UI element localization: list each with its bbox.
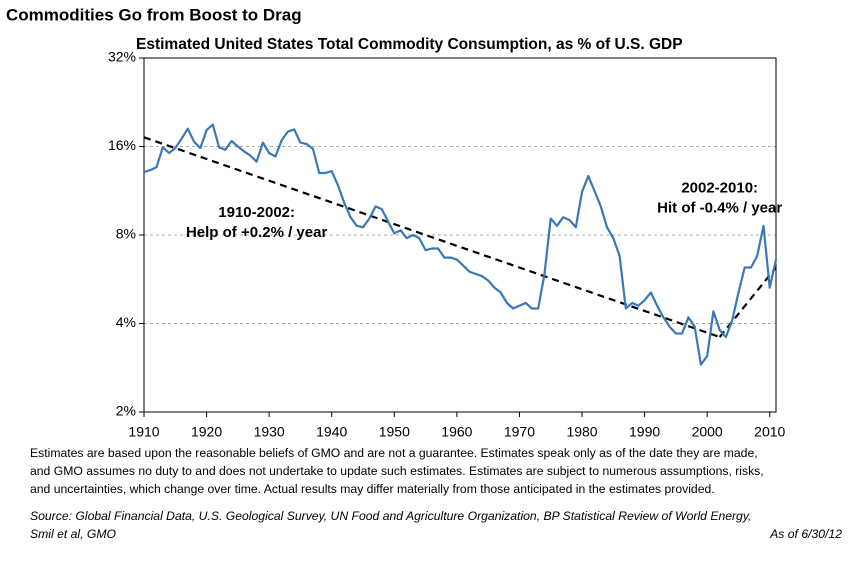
annotation: Hit of -0.4% / year — [657, 200, 782, 217]
y-tick-label: 4% — [116, 314, 136, 330]
x-tick-label: 1970 — [504, 424, 535, 440]
disclaimer: Estimates are based upon the reasonable … — [30, 446, 758, 460]
source: Source: Global Financial Data, U.S. Geol… — [30, 509, 751, 523]
x-tick-label: 1950 — [379, 424, 410, 440]
x-tick-label: 2010 — [754, 424, 785, 440]
chart-subtitle: Estimated United States Total Commodity … — [136, 36, 683, 53]
x-tick-label: 1940 — [316, 424, 347, 440]
chart-title: Commodities Go from Boost to Drag — [6, 5, 302, 24]
y-tick-label: 8% — [116, 226, 136, 242]
plot-frame — [143, 57, 777, 413]
y-tick-label: 2% — [116, 403, 136, 419]
as-of: As of 6/30/12 — [769, 527, 842, 541]
data-line — [143, 123, 778, 366]
annotation: 1910-2002: — [218, 204, 295, 221]
source: Smil et al, GMO — [30, 527, 117, 541]
disclaimer: and GMO assumes no duty to and does not … — [30, 464, 764, 478]
annotation: Help of +0.2% / year — [186, 224, 327, 241]
x-tick-label: 2000 — [692, 424, 723, 440]
x-tick-label: 1910 — [128, 424, 159, 440]
x-tick-label: 1960 — [441, 424, 472, 440]
trend-line — [143, 136, 721, 339]
y-tick-label: 16% — [108, 137, 136, 153]
x-tick-label: 1980 — [566, 424, 597, 440]
x-tick-label: 1920 — [191, 424, 222, 440]
x-tick-label: 1930 — [254, 424, 285, 440]
x-tick-label: 1990 — [629, 424, 660, 440]
annotation: 2002-2010: — [681, 180, 758, 197]
trend-line — [718, 266, 777, 338]
disclaimer: and uncertainties, which change over tim… — [30, 482, 715, 496]
y-tick-label: 32% — [108, 49, 136, 65]
